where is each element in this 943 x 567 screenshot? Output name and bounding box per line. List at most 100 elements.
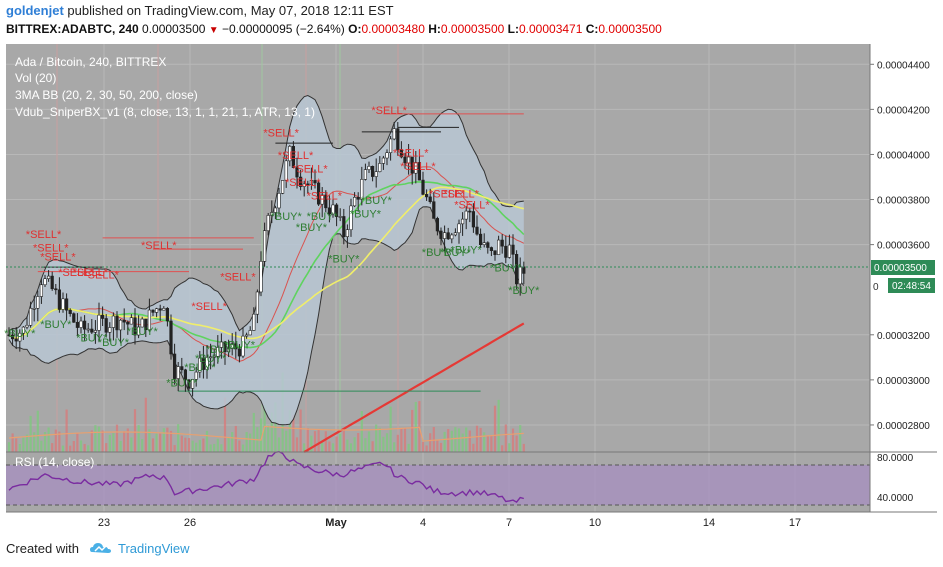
volume-bar [47, 427, 50, 452]
candle-body [237, 348, 242, 357]
buy-signal-label: *BUY* [224, 339, 256, 351]
sell-signal-label: *SELL* [285, 177, 321, 189]
close-value: 0.00003500 [598, 22, 662, 36]
buy-signal-label: *BUY* [195, 353, 227, 365]
candle-body [198, 357, 202, 373]
candle-body [205, 357, 209, 370]
candle-body [442, 232, 447, 239]
candle-body [227, 348, 231, 353]
volume-bar [429, 433, 432, 452]
sell-signal-label: *SELL* [371, 105, 407, 117]
volume-bar [465, 427, 468, 452]
volume-bar [267, 425, 270, 452]
volume-bar [205, 430, 209, 452]
volume-bar [141, 439, 144, 452]
time-tick-label: 26 [184, 517, 196, 529]
volume-bar [223, 397, 227, 452]
volume-bar [497, 399, 500, 452]
candle-body [187, 379, 191, 389]
volume-bar [130, 437, 133, 452]
volume-bar [36, 410, 39, 452]
volume-bar [461, 433, 464, 452]
volume-bar [173, 445, 176, 452]
candle-body [504, 245, 508, 258]
candle-body [183, 369, 188, 381]
candle-body [309, 180, 314, 185]
candle-body [104, 318, 108, 333]
price-change: −0.00000095 (−2.64%) [222, 22, 345, 36]
created-with-text: Created with [6, 541, 79, 556]
volume-bar [371, 441, 374, 452]
grid-lines [6, 44, 870, 512]
volume-bar [195, 442, 198, 452]
ma20-line [8, 166, 525, 362]
buy-signal-label: *BUY* [307, 211, 339, 223]
volume-bar [108, 434, 111, 452]
volume-bar [209, 444, 212, 452]
candle-body [295, 167, 299, 178]
candle-body [468, 210, 472, 213]
legend-rsi[interactable]: RSI (14, close) [15, 455, 94, 469]
candle-body [396, 128, 400, 150]
candle-body [151, 309, 155, 313]
time-tick-label: May [325, 517, 347, 529]
legend-sniper[interactable]: Vdub_SniperBX_v1 (8, close, 13, 1, 1, 21… [15, 105, 315, 119]
volume-bar [346, 439, 349, 452]
candle-body [486, 242, 490, 248]
volume-bar [40, 440, 43, 452]
legend-bollinger[interactable]: 3MA BB (20, 2, 30, 50, 200, close) [15, 88, 198, 102]
volume-bar [490, 435, 493, 452]
price-tick-label: 0.00004200 [877, 105, 930, 116]
sell-signal-label: *SELL* [443, 188, 479, 200]
volume-bar [231, 432, 234, 452]
volume-bar [22, 437, 25, 452]
volume-bar [177, 424, 180, 452]
candle-body [457, 223, 461, 234]
candle-body [280, 180, 285, 194]
price-tick-label: 0.00003200 [877, 331, 930, 342]
tradingview-brand[interactable]: TradingView [118, 541, 190, 556]
candle-body [144, 318, 148, 331]
volume-bar [504, 424, 507, 452]
candle-body [478, 233, 483, 245]
volume-bar [184, 437, 187, 452]
volume-bar [288, 410, 291, 452]
legend-volume[interactable]: Vol (20) [15, 71, 56, 85]
author-username[interactable]: goldenjet [6, 3, 64, 18]
candle-body [83, 320, 87, 330]
candle-body [324, 194, 328, 209]
volume-bar [220, 444, 223, 452]
rsi-axis-labels[interactable]: 80.0000 40.0000 [877, 453, 914, 504]
volume-bar [353, 437, 356, 452]
volume-bar [310, 435, 313, 452]
volume-bar [393, 442, 396, 452]
candle-body [428, 196, 432, 203]
volume-bar [29, 415, 32, 452]
candle-body [291, 146, 296, 168]
candle-body [191, 379, 195, 389]
volume-bar [101, 430, 104, 452]
candle-body [331, 204, 335, 215]
buy-signal-label: *BUY* [490, 263, 522, 275]
volume-ma-line [8, 425, 524, 442]
candle-body [414, 162, 418, 174]
volume-bar [76, 432, 79, 452]
legend-title[interactable]: Ada / Bitcoin, 240, BITTREX [15, 55, 166, 69]
volume-bar [432, 427, 435, 452]
candle-body [262, 230, 267, 262]
candle-body [7, 334, 11, 337]
price-axis-labels[interactable]: 0.00004400 0.00004200 0.00004000 0.00003800… [870, 60, 930, 432]
time-axis-labels[interactable]: 23 26 May 4 7 10 14 17 [98, 517, 801, 529]
candle-body [432, 201, 436, 219]
current-price-value: 0.00003500 [874, 263, 927, 274]
volume-bar [169, 430, 173, 452]
volume-bar [137, 425, 140, 452]
volume-bar [468, 430, 471, 452]
candle-body [75, 321, 79, 328]
volume-bar [385, 433, 389, 452]
legend: Ada / Bitcoin, 240, BITTREX Vol (20) 3MA… [15, 55, 315, 119]
buy-signal-label: *BUY* [206, 344, 238, 356]
volume-bar [508, 443, 511, 452]
last-price: 0.00003500 [142, 22, 206, 36]
